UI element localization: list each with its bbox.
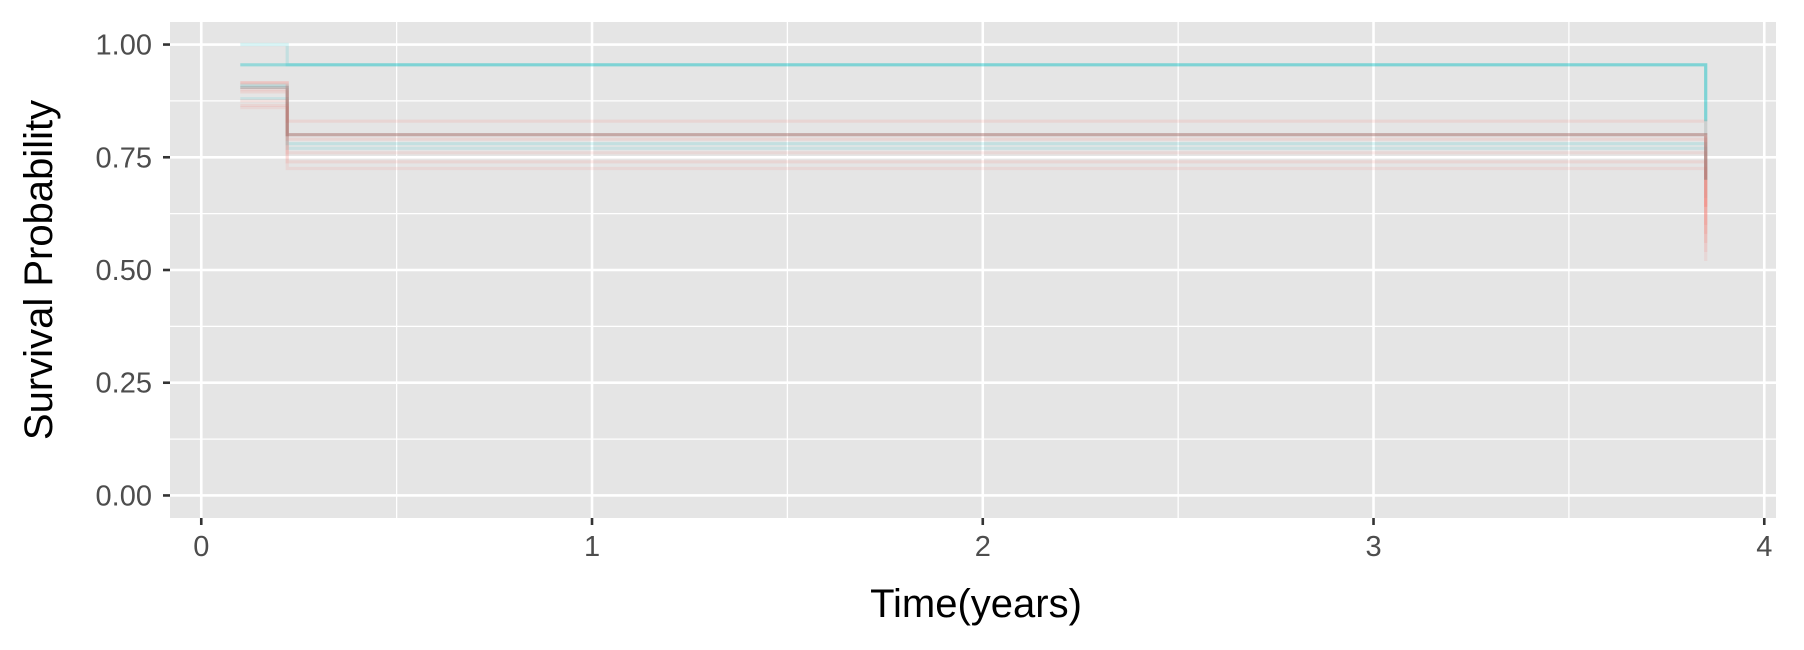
y-tick-label: 1.00	[96, 30, 152, 62]
major-gridlines	[170, 22, 1776, 518]
x-tick-label: 4	[1756, 531, 1772, 563]
survival-curve-5	[240, 81, 1708, 207]
survival-curve-3	[240, 83, 1708, 180]
x-tick-label: 3	[1365, 531, 1381, 563]
y-axis: 0.00 0.25 0.50 0.75 1.00	[96, 30, 170, 512]
y-axis-title: Survival Probability	[17, 100, 61, 440]
x-tick-label: 2	[975, 531, 991, 563]
survival-curve-10	[240, 88, 1708, 252]
y-tick-label: 0.00	[96, 480, 152, 512]
y-tick-label: 0.75	[96, 142, 152, 174]
x-tick-label: 1	[584, 531, 600, 563]
y-tick-label: 0.50	[96, 255, 152, 287]
x-axis: 0 1 2 3 4	[193, 518, 1772, 563]
survival-curve-4	[240, 97, 1708, 198]
survival-curve-8	[240, 103, 1708, 243]
survival-curve-11	[240, 85, 1708, 180]
x-tick-label: 0	[193, 531, 209, 563]
survival-curve-6	[240, 90, 1708, 225]
survival-curve-9	[240, 106, 1708, 261]
x-axis-title: Time(years)	[870, 582, 1082, 626]
series-layer	[240, 42, 1708, 261]
survival-curve-1	[240, 63, 1708, 122]
y-tick-label: 0.25	[96, 368, 152, 400]
survival-curve-2	[240, 42, 1708, 135]
survival-curve-7	[240, 99, 1708, 234]
